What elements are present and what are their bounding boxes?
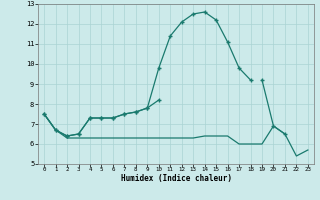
X-axis label: Humidex (Indice chaleur): Humidex (Indice chaleur) bbox=[121, 174, 231, 183]
